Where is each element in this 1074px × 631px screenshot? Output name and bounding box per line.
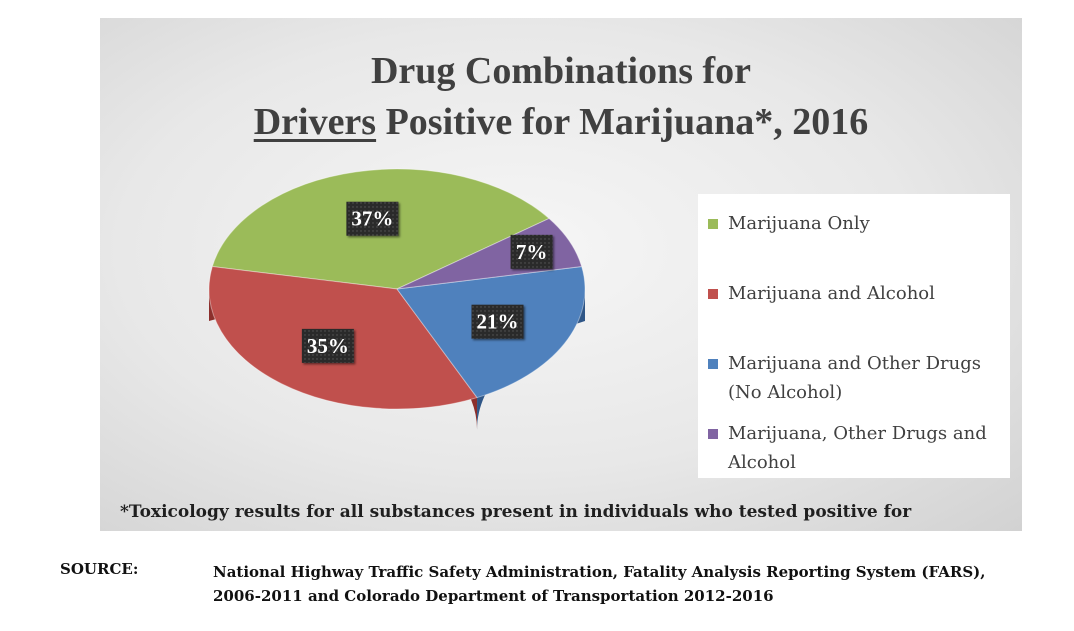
- legend-swatch-marijuana-alcohol: [708, 289, 718, 299]
- data-label-box-0: [346, 201, 399, 236]
- data-label-0: 37%: [351, 207, 393, 231]
- legend-label: Marijuana Only: [728, 213, 870, 234]
- chart-footnote: *Toxicology results for all substances p…: [120, 502, 912, 522]
- legend-label: Marijuana, Other Drugs and: [728, 423, 987, 444]
- legend-swatch-marijuana-other-drugs-alcohol: [708, 429, 718, 439]
- pie-labels: 37% 35% 21% 7%: [301, 201, 553, 363]
- data-label-box-3: [510, 234, 553, 269]
- legend-item-marijuana-other-drugs: Marijuana and Other Drugs (No Alcohol): [708, 349, 1008, 407]
- data-label-2: 21%: [477, 310, 519, 334]
- legend: Marijuana Only Marijuana and Alcohol Mar…: [698, 194, 1010, 478]
- legend-item-marijuana-only: Marijuana Only: [708, 209, 1008, 238]
- legend-item-marijuana-alcohol: Marijuana and Alcohol: [708, 279, 1008, 308]
- data-label-box-2: [471, 304, 524, 339]
- pie-chart: 37% 35% 21% 7%: [208, 168, 586, 430]
- data-label-3: 7%: [516, 240, 548, 264]
- legend-label-line-2: (No Alcohol): [728, 382, 843, 403]
- legend-swatch-marijuana-other-drugs: [708, 359, 718, 369]
- title-underlined-word: Drivers: [253, 101, 377, 143]
- legend-swatch-marijuana-only: [708, 219, 718, 229]
- source-line-2: 2006-2011 and Colorado Department of Tra…: [213, 587, 774, 605]
- source-text: National Highway Traffic Safety Administ…: [213, 560, 1053, 608]
- data-label-1: 35%: [307, 334, 349, 358]
- chart-title-line-2: Drivers Positive for Marijuana*, 2016: [100, 97, 1022, 148]
- chart-title: Drug Combinations for Drivers Positive f…: [100, 46, 1022, 148]
- source-line-1: National Highway Traffic Safety Administ…: [213, 563, 986, 581]
- title-line-2-rest: Positive for Marijuana*, 2016: [376, 101, 869, 143]
- chart-title-line-1: Drug Combinations for: [370, 50, 752, 92]
- legend-label: Marijuana and Other Drugs: [728, 353, 981, 374]
- source-label: SOURCE:: [60, 560, 139, 578]
- data-label-box-1: [301, 328, 354, 363]
- chart-panel: Drug Combinations for Drivers Positive f…: [100, 18, 1022, 531]
- legend-label-line-2: Alcohol: [728, 452, 796, 473]
- legend-label: Marijuana and Alcohol: [728, 283, 935, 304]
- legend-item-marijuana-other-drugs-alcohol: Marijuana, Other Drugs and Alcohol: [708, 419, 1008, 477]
